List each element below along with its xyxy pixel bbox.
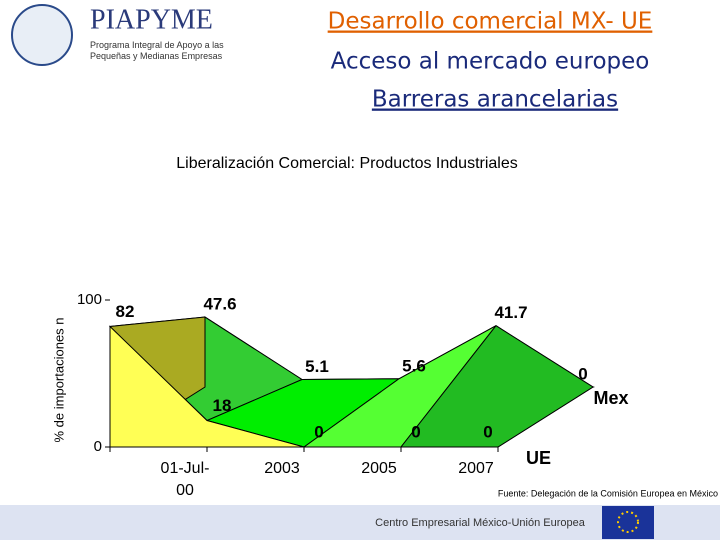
- value-label: 82: [116, 302, 135, 321]
- depth-label: UE: [526, 448, 551, 468]
- eu-stars: [617, 511, 639, 533]
- logo-emblem: [11, 4, 73, 66]
- plot: 0 100 01-Jul-00 2003 2005 2007 82 18 0 0 0 47.6 5.1 5…: [77, 291, 629, 499]
- value-label: 5.1: [305, 357, 329, 376]
- x-tick-label: 01-Jul-00: [161, 460, 210, 499]
- x-tick-label: 2005: [361, 460, 397, 477]
- logo: PIAPYME: [90, 4, 213, 35]
- value-label: 0: [483, 422, 492, 441]
- y-tick-label: 100: [77, 291, 102, 308]
- eu-flag: [602, 506, 654, 539]
- value-label: 0: [314, 422, 323, 441]
- logo-sub-box: Programa Integral de Apoyo a las Pequeña…: [90, 40, 224, 61]
- value-label: 5.6: [402, 356, 426, 375]
- x-tick-label: 2007: [458, 460, 494, 477]
- title3: Barreras arancelarias: [372, 87, 618, 113]
- logo-sub: Programa Integral de Apoyo a las Pequeña…: [90, 40, 224, 61]
- y-axis-label: % de importaciones n: [51, 317, 66, 442]
- value-label: 41.7: [494, 303, 527, 322]
- y-tick-label: 0: [94, 438, 102, 455]
- footer-text: Centro Empresarial México-Unión Europea: [375, 517, 586, 529]
- value-label: 0: [578, 364, 587, 383]
- depth-label: Mex: [593, 388, 628, 408]
- value-label: 0: [411, 422, 420, 441]
- x-tick-label: 2003: [264, 460, 300, 477]
- title2: Acceso al mercado europeo: [331, 49, 650, 75]
- source: Fuente: Delegación de la Comisión Europe…: [498, 488, 718, 498]
- value-label: 47.6: [203, 295, 236, 314]
- footer-bar: [0, 505, 720, 540]
- chart-title: Liberalización Comercial: Productos Indu…: [176, 155, 518, 172]
- value-label: 18: [213, 396, 232, 415]
- title1: Desarrollo comercial MX- UE: [328, 9, 653, 35]
